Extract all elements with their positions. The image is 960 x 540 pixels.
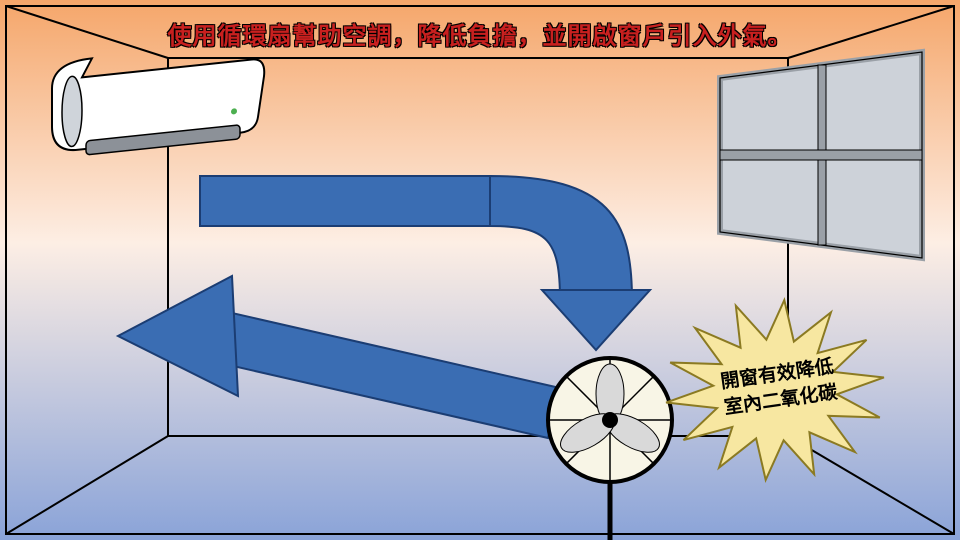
page-title: 使用循環扇幫助空調，降低負擔，並開啟窗戶引入外氣。 [0, 16, 960, 51]
room-airflow-infographic: 使用循環扇幫助空調，降低負擔，並開啟窗戶引入外氣。 開窗有效降低 室內二氧化碳 [0, 0, 960, 540]
window-mullion-h [720, 150, 922, 160]
scene-svg [0, 0, 960, 540]
